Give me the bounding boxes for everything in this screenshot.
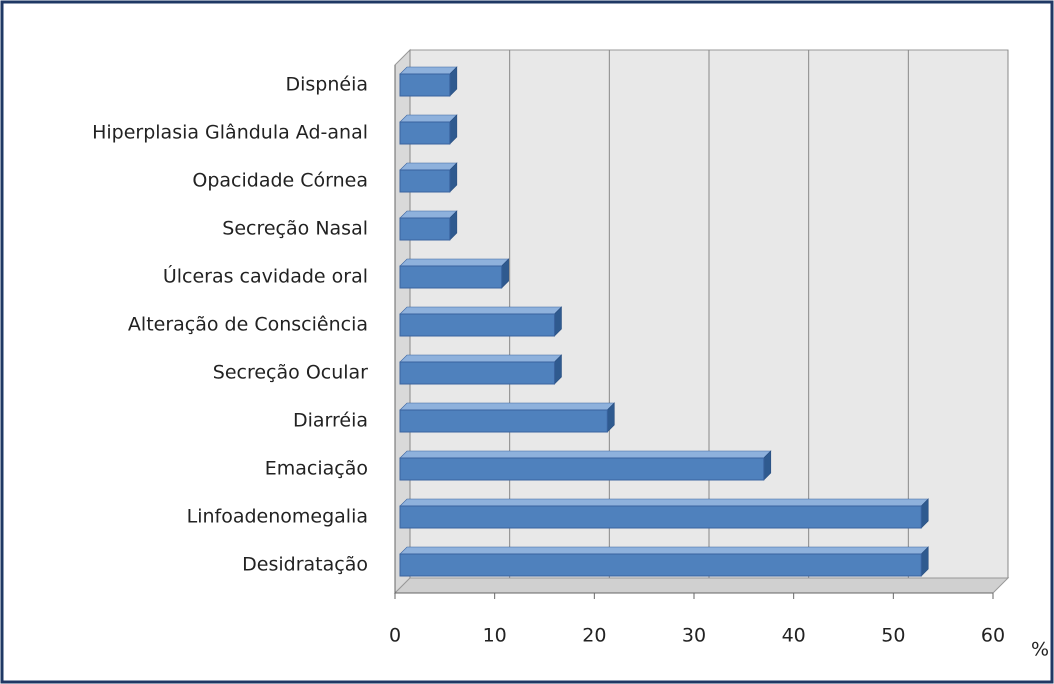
y-tick-label: Alteração de Consciência (128, 314, 368, 336)
y-tick-label: Secreção Ocular (213, 362, 368, 384)
bar (399, 73, 451, 97)
x-tick-label: 40 (782, 625, 806, 647)
bar (399, 553, 922, 577)
bar-top (399, 546, 929, 555)
floor (393, 577, 1010, 594)
bar-top (399, 450, 772, 459)
x-tick-label: 0 (389, 625, 401, 647)
y-tick-label: Diarréia (293, 410, 368, 432)
x-axis-label: % (1031, 639, 1049, 661)
y-tick-label: Desidratação (242, 554, 368, 576)
bar-top (399, 306, 563, 315)
bar (399, 409, 608, 433)
x-tick-label: 30 (682, 625, 706, 647)
x-tick-label: 50 (881, 625, 905, 647)
x-tick-label: 60 (981, 625, 1005, 647)
bar-top (399, 402, 616, 411)
bar (399, 121, 451, 145)
x-tick-label: 20 (582, 625, 606, 647)
bar (399, 169, 451, 193)
bar-top (399, 210, 458, 219)
bar-top (399, 258, 510, 267)
y-tick-label: Linfoadenomegalia (187, 506, 368, 528)
x-tick-label: 10 (483, 625, 507, 647)
bar (399, 505, 922, 529)
y-tick-label: Úlceras cavidade oral (163, 264, 368, 288)
bar-top (399, 498, 929, 507)
bar (399, 265, 503, 289)
bar-top (399, 354, 563, 363)
bar-top (399, 114, 458, 123)
bar (399, 217, 451, 241)
y-tick-label: Emaciação (265, 458, 368, 480)
y-tick-label: Hiperplasia Glândula Ad-anal (92, 122, 368, 144)
bar-top (399, 66, 458, 75)
y-tick-label: Secreção Nasal (222, 218, 368, 240)
y-tick-label: Dispnéia (285, 74, 368, 96)
bar-top (399, 162, 458, 171)
bar (399, 457, 765, 481)
bar (399, 361, 555, 385)
bar (399, 313, 555, 337)
y-tick-label: Opacidade Córnea (192, 170, 368, 192)
